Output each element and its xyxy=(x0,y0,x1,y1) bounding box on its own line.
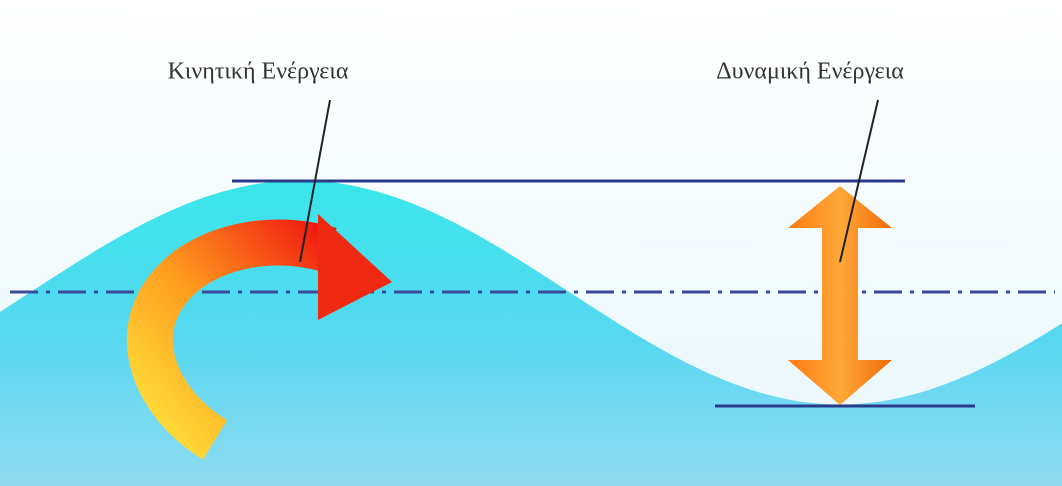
kinetic-leader xyxy=(299,99,331,263)
potential-leader xyxy=(839,99,879,263)
double-arrow xyxy=(788,186,892,405)
kinetic-label: Κινητική Ενέργεια xyxy=(168,59,349,85)
curved-arrow-body xyxy=(127,219,337,460)
curved-arrow-head xyxy=(318,214,392,320)
potential-label: Δυναμική Ενέργεια xyxy=(716,59,904,85)
